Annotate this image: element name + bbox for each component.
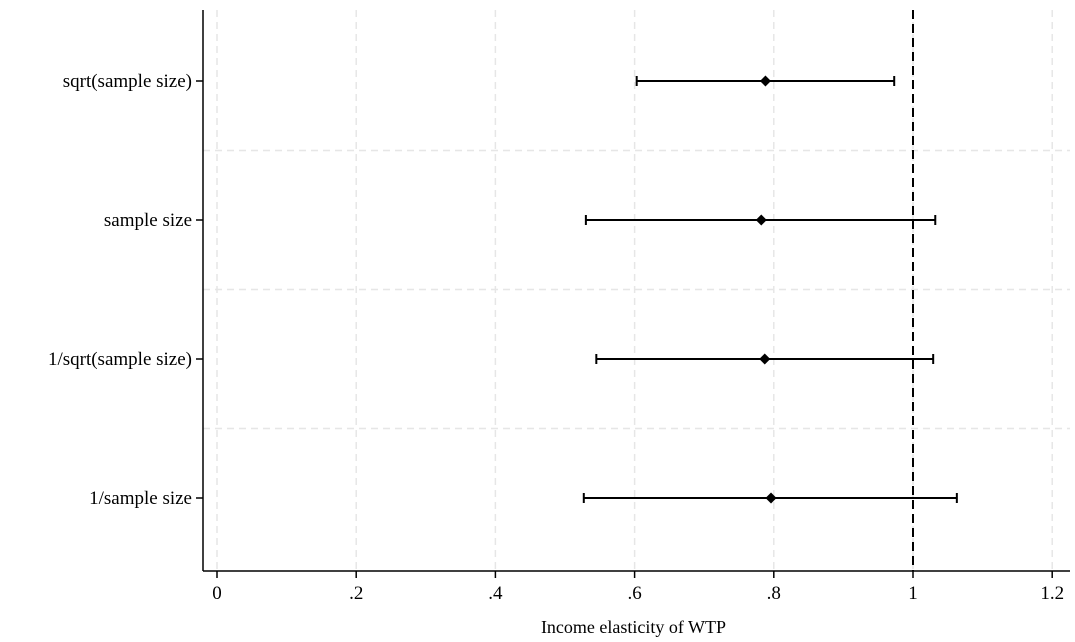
y-category-label: 1/sqrt(sample size) [48,349,192,370]
axes [196,10,1070,578]
y-category-label: sample size [104,210,192,231]
data-points [582,75,958,504]
x-axis-title: Income elasticity of WTP [541,617,726,637]
y-category-label: 1/sample size [89,488,192,509]
y-category-label: sqrt(sample size) [63,71,192,92]
x-tick-label: .2 [349,583,363,604]
x-tick-label: 0 [212,583,222,604]
x-tick-label: 1 [908,583,918,604]
point-estimate-marker [755,214,767,226]
point-estimate-marker [759,75,771,87]
point-estimate-marker [759,353,771,365]
x-tick-label: .8 [767,583,781,604]
labels: 0 .2 .4 .6 .8 1 1.2 sqrt(sample size) sample siz… [48,71,1064,604]
x-tick-label: .6 [627,583,641,604]
x-tick-label: 1.2 [1040,583,1064,604]
grid [203,10,1070,571]
point-estimate-marker [765,492,777,504]
x-tick-label: .4 [488,583,503,604]
